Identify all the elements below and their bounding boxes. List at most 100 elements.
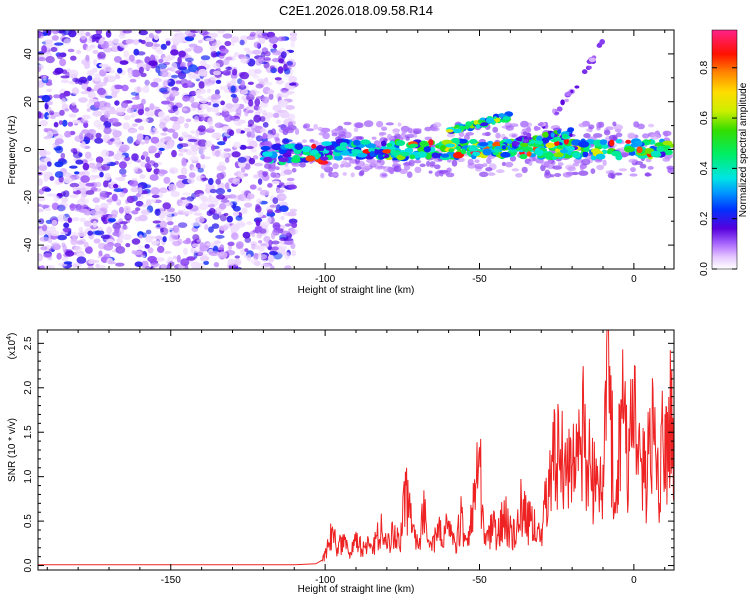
- trace-halo: [278, 124, 287, 128]
- noise-speckle: [158, 168, 166, 177]
- noise-speckle: [94, 137, 104, 144]
- rising-branch-mark: [574, 85, 580, 89]
- noise-speckle: [72, 217, 80, 222]
- noise-speckle: [222, 70, 231, 76]
- trace-halo: [305, 128, 315, 132]
- noise-speckle: [237, 171, 245, 180]
- band-mark: [542, 131, 549, 138]
- noise-speckle: [63, 261, 73, 265]
- noise-speckle: [152, 78, 163, 83]
- noise-speckle: [221, 110, 230, 118]
- trace-halo: [321, 128, 329, 133]
- noise-speckle: [220, 100, 226, 106]
- x-tick-label: -100: [315, 575, 335, 586]
- noise-speckle: [82, 162, 90, 171]
- trace-halo: [445, 172, 455, 178]
- trace-halo: [467, 158, 474, 166]
- noise-speckle: [252, 74, 260, 79]
- trace-halo: [474, 163, 484, 169]
- noise-speckle: [123, 115, 131, 121]
- noise-speckle: [210, 76, 217, 81]
- noise-speckle: [128, 128, 137, 134]
- noise-speckle: [85, 246, 93, 254]
- noise-speckle: [264, 77, 269, 84]
- trace-halo: [339, 164, 345, 168]
- noise-speckle: [193, 45, 204, 54]
- rising-branch-mark: [587, 65, 592, 70]
- trace-halo: [392, 128, 400, 135]
- noise-speckle: [177, 116, 185, 124]
- trace-halo: [487, 172, 496, 176]
- noise-speckle: [288, 184, 297, 190]
- upper-trace-mark: [476, 124, 480, 129]
- noise-speckle: [248, 90, 256, 98]
- noise-speckle: [41, 224, 48, 232]
- trace-halo: [343, 121, 352, 126]
- noise-speckle: [246, 50, 255, 55]
- y-tick-label: 40: [23, 48, 34, 60]
- trace-halo: [666, 165, 674, 170]
- noise-speckle: [106, 75, 117, 83]
- main-trace-mark: [630, 142, 639, 148]
- noise-speckle: [142, 151, 149, 157]
- noise-speckle: [98, 250, 103, 257]
- noise-speckle: [185, 118, 192, 123]
- noise-speckle: [159, 220, 168, 228]
- band-mark: [541, 137, 550, 144]
- noise-speckle: [260, 128, 266, 132]
- main-trace-mark: [578, 141, 590, 148]
- noise-speckle: [139, 141, 146, 145]
- noise-speckle: [74, 245, 82, 253]
- noise-speckle: [154, 208, 161, 216]
- noise-speckle: [95, 132, 102, 139]
- noise-speckle: [108, 214, 118, 219]
- noise-speckle: [103, 126, 112, 135]
- main-trace-mark: [416, 151, 427, 158]
- noise-speckle: [240, 89, 248, 95]
- y-tick-label: 1.0: [23, 469, 34, 483]
- noise-speckle: [249, 31, 256, 37]
- noise-speckle: [280, 195, 287, 199]
- noise-speckle: [255, 58, 263, 66]
- noise-speckle: [277, 36, 286, 42]
- noise-speckle: [193, 212, 203, 216]
- noise-speckle: [173, 30, 182, 33]
- noise-speckle: [131, 104, 139, 110]
- noise-speckle: [97, 87, 106, 96]
- noise-speckle: [246, 130, 252, 138]
- noise-speckle: [107, 118, 114, 123]
- main-trace-mark: [369, 151, 375, 157]
- y-tick-label: 0.5: [23, 514, 34, 528]
- main-trace-mark: [305, 155, 316, 162]
- noise-speckle: [195, 90, 201, 96]
- noise-speckle: [207, 101, 212, 106]
- main-trace-mark: [294, 143, 303, 151]
- trace-halo: [593, 133, 603, 138]
- noise-speckle: [275, 79, 284, 85]
- noise-speckle: [159, 121, 166, 130]
- noise-speckle: [130, 187, 140, 193]
- noise-speckle: [289, 208, 298, 213]
- trace-halo: [612, 121, 617, 127]
- upper-trace-mark: [473, 120, 479, 125]
- noise-speckle: [145, 79, 150, 88]
- trace-halo: [562, 172, 572, 178]
- noise-speckle: [217, 52, 227, 56]
- noise-speckle: [239, 39, 245, 46]
- noise-speckle: [244, 237, 252, 243]
- noise-speckle: [257, 254, 268, 260]
- upper-trace-mark: [498, 113, 505, 118]
- main-trace-mark: [559, 149, 569, 154]
- trace-halo: [578, 170, 589, 176]
- noise-speckle: [94, 181, 102, 188]
- main-trace-mark: [375, 149, 385, 156]
- noise-speckle: [155, 65, 161, 74]
- noise-speckle: [180, 167, 188, 175]
- noise-speckle: [83, 241, 89, 248]
- noise-speckle: [61, 97, 66, 106]
- noise-speckle: [103, 243, 114, 251]
- noise-speckle: [181, 131, 188, 137]
- noise-speckle: [63, 177, 73, 184]
- noise-speckle: [131, 153, 139, 161]
- noise-speckle: [213, 70, 222, 76]
